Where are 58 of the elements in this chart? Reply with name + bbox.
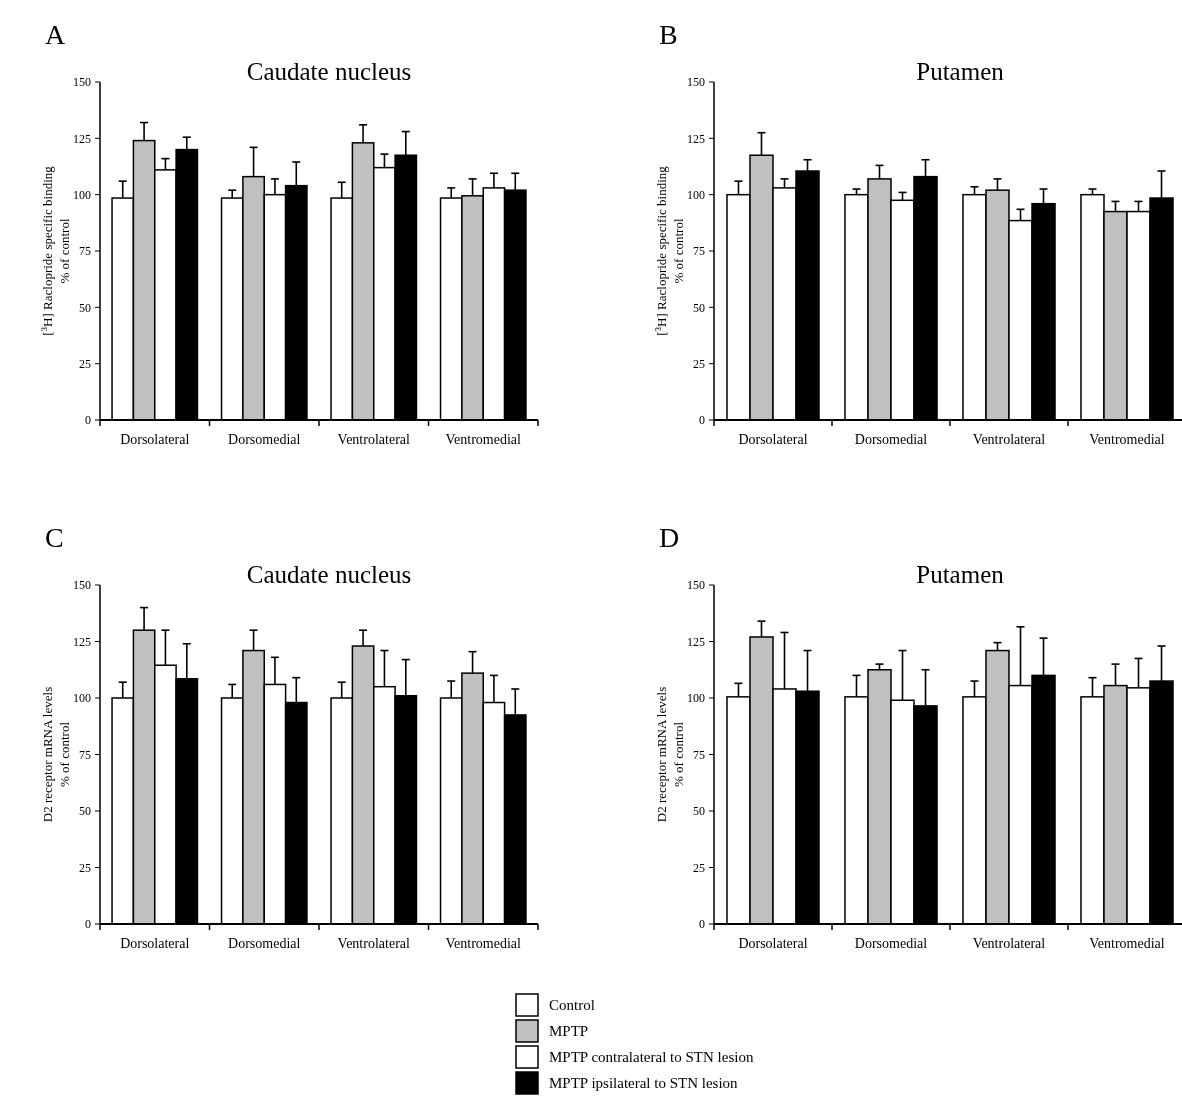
x-tick-label: Ventromedial	[445, 432, 522, 447]
y-tick-label: 0	[85, 917, 91, 932]
y-tick-label: 125	[687, 131, 705, 146]
legend-label: MPTP ipsilateral to STN lesion	[549, 1075, 739, 1092]
x-tick-label: Ventromedial	[1089, 936, 1165, 951]
y-tick-label: 100	[687, 187, 705, 202]
x-tick-label: Ventromedial	[1089, 432, 1165, 447]
y-tick-label: 125	[73, 634, 91, 649]
x-tick-label: Ventrolateral	[337, 432, 411, 447]
chart-title: Caudate nucleus	[246, 58, 412, 85]
y-tick-label: 50	[693, 300, 705, 315]
y-axis-title: D2 receptor mRNA levels % of control	[654, 686, 686, 823]
x-tick-label: Dorsomedial	[854, 936, 928, 951]
x-tick-label: Dorsomedial	[854, 432, 928, 447]
y-tick-label: 150	[73, 578, 91, 593]
y-tick-label: 100	[73, 691, 91, 706]
text: C	[45, 522, 64, 553]
x-tick-label: Ventrolateral	[972, 936, 1046, 951]
x-tick-label: Dorsolateral	[120, 936, 190, 951]
y-tick-label: 0	[85, 413, 91, 428]
y-tick-label: 150	[73, 75, 91, 90]
legend-label: Control	[549, 997, 595, 1014]
y-tick-label: 75	[693, 244, 705, 259]
y-tick-label: 75	[693, 747, 705, 762]
y-tick-label: 50	[79, 300, 91, 315]
y-tick-label: 100	[687, 691, 705, 706]
legend-label: MPTP	[549, 1023, 589, 1040]
x-tick-label: Dorsomedial	[228, 936, 301, 951]
y-tick-label: 50	[693, 804, 705, 819]
text: B	[659, 19, 678, 50]
y-tick-label: 150	[687, 75, 705, 90]
y-tick-label: 75	[79, 747, 91, 762]
x-tick-label: Ventromedial	[445, 936, 522, 951]
y-tick-label: 0	[699, 917, 705, 932]
x-tick-label: Dorsomedial	[228, 432, 301, 447]
text: D	[659, 522, 680, 553]
legend-label: MPTP contralateral to STN lesion	[549, 1049, 754, 1066]
y-tick-label: 0	[699, 413, 705, 428]
x-tick-label: Dorsolateral	[738, 936, 808, 951]
x-tick-label: Dorsolateral	[120, 432, 190, 447]
y-tick-label: 100	[73, 187, 91, 202]
text: A	[45, 19, 66, 50]
y-tick-label: 25	[693, 860, 705, 875]
x-tick-label: Ventrolateral	[972, 432, 1046, 447]
y-tick-label: 25	[79, 356, 91, 371]
y-tick-label: 75	[79, 244, 91, 259]
y-tick-label: 50	[79, 804, 91, 819]
y-tick-label: 125	[73, 131, 91, 146]
x-tick-label: Ventrolateral	[337, 936, 411, 951]
chart-title: Putamen	[916, 58, 1005, 85]
y-tick-label: 25	[79, 860, 91, 875]
y-tick-label: 125	[687, 634, 705, 649]
x-tick-label: Dorsolateral	[738, 432, 808, 447]
y-tick-label: 150	[687, 578, 705, 593]
y-tick-label: 25	[693, 356, 705, 371]
y-axis-title: D2 receptor mRNA levels % of control	[40, 686, 72, 823]
chart-title: Caudate nucleus	[246, 561, 412, 588]
chart-title: Putamen	[916, 561, 1005, 588]
